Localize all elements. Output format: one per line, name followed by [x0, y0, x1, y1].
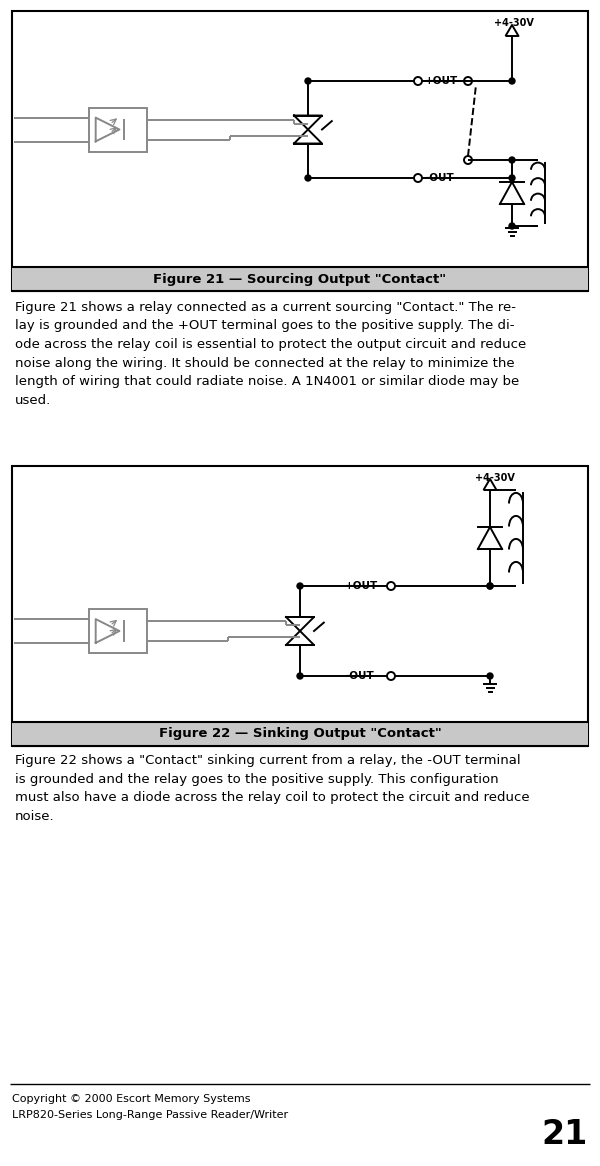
Circle shape [297, 583, 303, 589]
Text: +4-30V: +4-30V [475, 473, 515, 483]
Circle shape [487, 583, 493, 589]
Text: used.: used. [15, 393, 51, 407]
Bar [89, 107, 147, 152]
Circle shape [509, 223, 515, 229]
Text: must also have a diode across the relay coil to protect the circuit and reduce: must also have a diode across the relay … [15, 791, 530, 805]
Circle shape [487, 673, 493, 679]
Bar [89, 609, 147, 653]
Text: noise.: noise. [15, 809, 55, 822]
Text: LRP820-Series Long-Range Passive Reader/Writer: LRP820-Series Long-Range Passive Reader/… [12, 1110, 288, 1121]
Text: -OUT: -OUT [345, 670, 374, 681]
Circle shape [509, 78, 515, 84]
Circle shape [509, 175, 515, 181]
Circle shape [297, 673, 303, 679]
Text: 21: 21 [542, 1118, 588, 1151]
Text: length of wiring that could radiate noise. A 1N4001 or similar diode may be: length of wiring that could radiate nois… [15, 375, 519, 388]
Text: Figure 21 shows a relay connected as a current sourcing "Contact." The re-: Figure 21 shows a relay connected as a c… [15, 301, 516, 314]
Text: Figure 21 — Sourcing Output "Contact": Figure 21 — Sourcing Output "Contact" [154, 273, 446, 286]
Circle shape [305, 78, 311, 84]
Bar [12, 466, 588, 746]
Text: +OUT: +OUT [425, 76, 458, 86]
Text: is grounded and the relay goes to the positive supply. This configuration: is grounded and the relay goes to the po… [15, 773, 499, 786]
Bar [12, 267, 588, 292]
Bar [12, 10, 588, 292]
Circle shape [509, 157, 515, 163]
Text: Figure 22 — Sinking Output "Contact": Figure 22 — Sinking Output "Contact" [158, 728, 442, 740]
Text: Copyright © 2000 Escort Memory Systems: Copyright © 2000 Escort Memory Systems [12, 1094, 251, 1104]
Bar [12, 722, 588, 746]
Text: lay is grounded and the +OUT terminal goes to the positive supply. The di-: lay is grounded and the +OUT terminal go… [15, 319, 515, 332]
Text: -OUT: -OUT [425, 173, 454, 183]
Circle shape [487, 583, 493, 589]
Text: +4-30V: +4-30V [494, 17, 534, 28]
Text: Figure 22 shows a "Contact" sinking current from a relay, the -OUT terminal: Figure 22 shows a "Contact" sinking curr… [15, 754, 521, 767]
Text: ode across the relay coil is essential to protect the output circuit and reduce: ode across the relay coil is essential t… [15, 338, 526, 351]
Circle shape [305, 175, 311, 181]
Text: noise along the wiring. It should be connected at the relay to minimize the: noise along the wiring. It should be con… [15, 357, 515, 370]
Text: +OUT: +OUT [345, 581, 378, 591]
